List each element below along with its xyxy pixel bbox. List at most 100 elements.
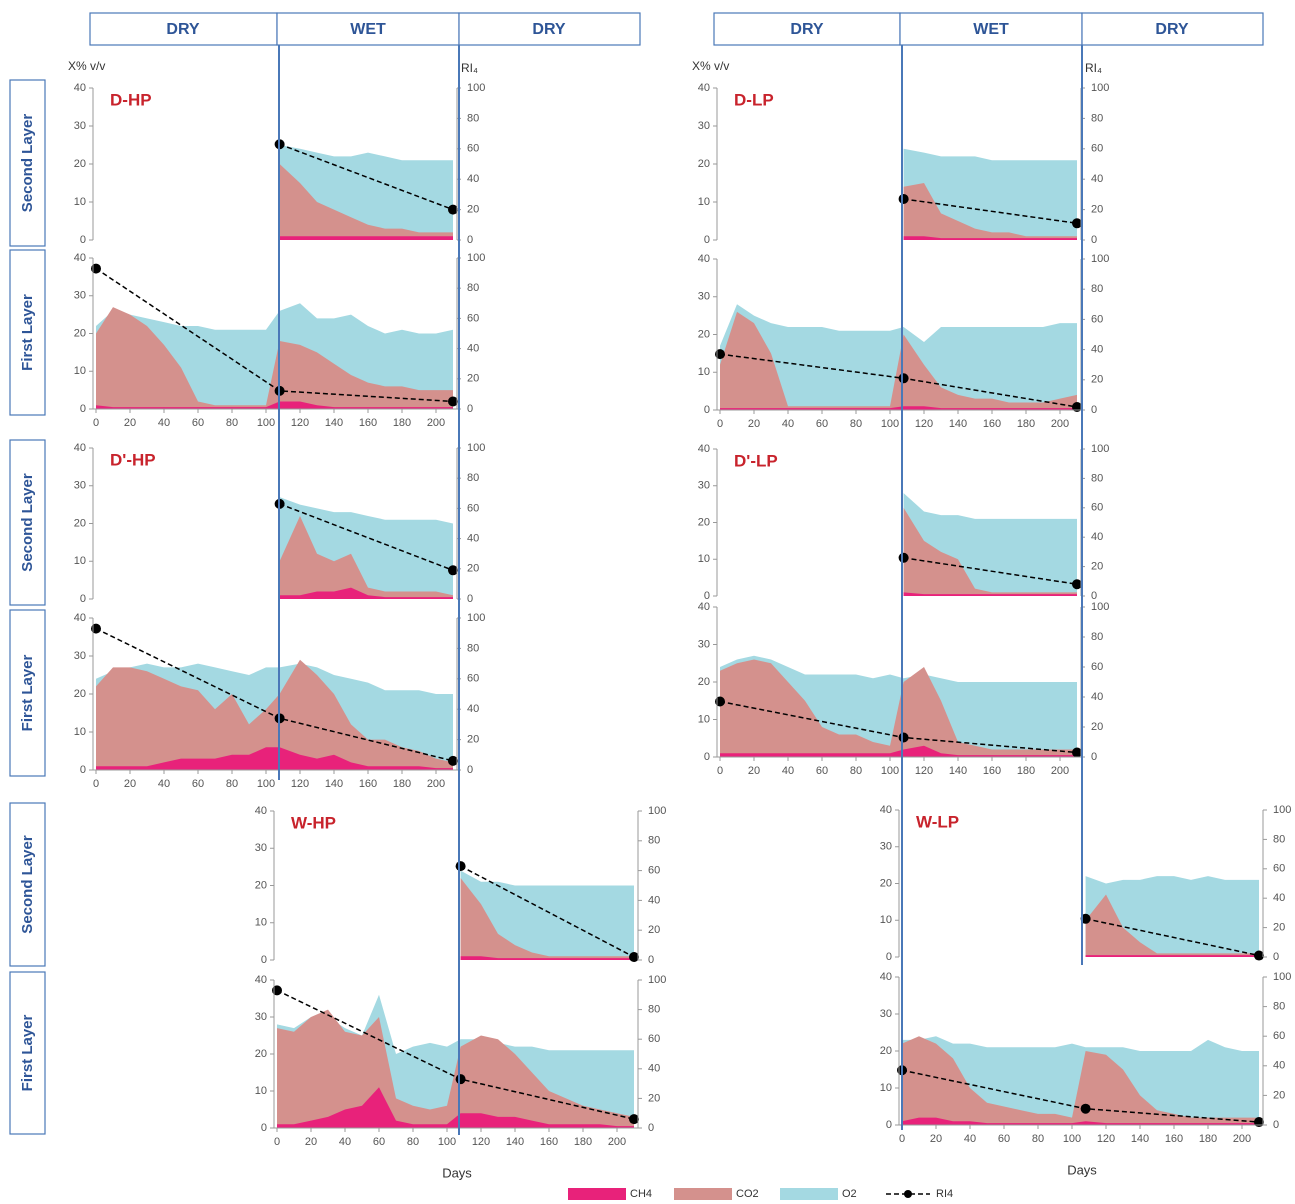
legend-label: CH4 [630,1188,652,1200]
row-label: Second Layer [19,835,36,934]
y2-tick-label: 80 [1273,1001,1285,1013]
gas-area [96,747,453,770]
x-tick-label: 180 [1017,765,1035,777]
y2-tick-label: 80 [1273,833,1285,845]
x-tick-label: 60 [192,778,204,790]
y2-tick-label: 20 [467,734,479,746]
y-tick-label: 30 [698,291,710,303]
row-label-box [9,609,46,777]
ri4-point [448,565,458,576]
y2-tick-label: 0 [1091,404,1097,416]
y-tick-label: 20 [880,1045,892,1057]
y2-tick-label: 60 [648,1033,660,1045]
x-tick-label: 40 [782,765,794,777]
x-tick-label: 200 [427,417,445,429]
x-tick-label: 40 [158,417,170,429]
legend-label: O2 [842,1188,857,1200]
gas-area [460,878,634,960]
x-tick-label: 80 [226,778,238,790]
legend-label: CO2 [736,1188,759,1200]
x-tick-label: 120 [1097,1133,1115,1145]
y-tick-label: 30 [255,842,267,854]
y2-tick-label: 100 [1273,804,1291,816]
x-tick-label: 60 [998,1133,1010,1145]
y2-tick-label: 40 [1091,173,1103,185]
ri4-point [448,755,458,766]
y2-tick-label: 0 [1091,234,1097,246]
y2-tick-label: 60 [1091,313,1103,325]
y2-tick-label: 80 [1091,112,1103,124]
panel-title: W-HP [291,813,336,832]
gas-area [720,304,1077,410]
ri4-line [279,143,454,211]
x-tick-label: 0 [93,417,99,429]
y2-tick-label: 20 [1273,922,1285,934]
y2-tick-label: 100 [1091,253,1109,265]
x-tick-label: 200 [1233,1133,1251,1145]
x-tick-label: 0 [899,1133,905,1145]
x-tick-label: 80 [407,1136,419,1148]
y-tick-label: 0 [261,1122,267,1134]
y2-tick-label: 80 [467,642,479,654]
gas-area [903,183,1077,240]
x-tick-label: 160 [359,778,377,790]
y2-tick-label: 100 [467,612,485,624]
y2-tick-label: 20 [467,563,479,575]
y2-tick-label: 40 [467,703,479,715]
x-tick-label: 120 [291,417,309,429]
y2-tick-label: 100 [467,252,485,264]
x-tick-label: 120 [291,778,309,790]
y-tick-label: 30 [74,650,86,662]
y2-tick-label: 20 [467,204,479,216]
row-label: Second Layer [19,114,36,213]
y2-tick-label: 100 [648,805,666,817]
x-tick-label: 200 [608,1136,626,1148]
gas-area [96,401,453,409]
y-tick-label: 40 [698,253,710,265]
y2-tick-label: 20 [1091,204,1103,216]
y2-tick-label: 100 [1091,601,1109,613]
x-tick-label: 60 [816,765,828,777]
y2-tick-label: 40 [1091,344,1103,356]
gas-area [720,311,1077,410]
row-label-box [9,79,46,247]
gas-area [1085,955,1259,957]
ri4-point [448,204,458,215]
panel-title: D'-LP [734,451,778,470]
x-tick-label: 20 [305,1136,317,1148]
y-tick-label: 20 [74,327,86,339]
y2-tick-label: 100 [1091,443,1109,455]
ri4-point [898,552,909,563]
header-box [458,12,641,46]
y-tick-label: 10 [74,365,86,377]
gas-area [902,1117,1259,1125]
row-label-box [9,802,46,967]
y-tick-label: 40 [74,252,86,264]
y2-tick-label: 20 [1273,1089,1285,1101]
ri4-point [629,952,639,963]
x-tick-label: 160 [983,418,1001,430]
panel-title: W-LP [916,812,959,831]
y-tick-label: 20 [255,1048,267,1060]
panel-title: D-HP [110,90,152,109]
gas-area [96,659,453,770]
header-box [1081,12,1264,46]
x-tick-label: 40 [339,1136,351,1148]
phase-label: DRY [166,21,200,38]
row-label-box [9,249,46,416]
y-tick-label: 0 [704,751,710,763]
ri4-point [1080,1103,1091,1114]
y-tick-label: 30 [255,1011,267,1023]
y-tick-label: 20 [74,517,86,529]
ri4-point [448,396,458,407]
phase-lines [278,45,1083,1135]
y-tick-label: 30 [74,290,86,302]
ri4-point [455,861,466,872]
y-tick-label: 0 [80,764,86,776]
y-tick-label: 20 [74,688,86,700]
y-tick-label: 0 [704,404,710,416]
phase-label: WET [350,21,386,38]
x-tick-label: 100 [257,778,275,790]
row-label-box [9,971,46,1135]
y2-tick-label: 0 [1273,951,1279,963]
